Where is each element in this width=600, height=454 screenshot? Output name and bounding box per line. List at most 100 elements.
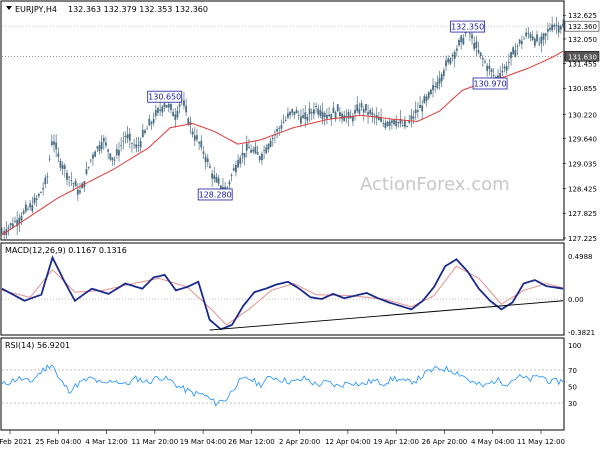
candle-body <box>453 51 456 59</box>
candle-body <box>557 25 560 33</box>
candle-body <box>332 107 335 114</box>
candle-body <box>105 142 107 146</box>
candle-body <box>211 173 214 179</box>
candle-body <box>421 105 424 112</box>
candle-body <box>436 82 439 89</box>
candle-body <box>94 151 97 157</box>
candle-body <box>87 166 90 168</box>
price-axis-label: 127.825 <box>568 210 597 218</box>
candle-body <box>53 141 55 145</box>
annotation-box <box>472 77 508 90</box>
price-axis-marker <box>564 20 600 32</box>
candle-body <box>323 113 326 117</box>
candle-body <box>468 33 471 35</box>
candle-body <box>44 177 47 185</box>
macd-signal-line <box>1 265 564 326</box>
candle-body <box>460 35 463 43</box>
candle-body <box>122 140 125 142</box>
candle-body <box>562 23 564 27</box>
candle-body <box>185 105 188 113</box>
candle-body <box>131 143 133 144</box>
price-axis-label: 127.225 <box>568 235 597 243</box>
candle-body <box>297 114 300 116</box>
candle-body <box>477 50 480 53</box>
candle-body <box>488 65 491 69</box>
candle-body <box>310 111 313 114</box>
candle-body <box>425 96 428 101</box>
candle-body <box>523 38 525 40</box>
candle-body <box>215 176 218 183</box>
candle-body <box>200 140 203 148</box>
candle-body <box>254 146 257 154</box>
candle-body <box>518 39 521 44</box>
candle-body <box>228 181 231 185</box>
annotation-label: 130.970 <box>474 79 507 88</box>
candle-body <box>128 133 131 141</box>
candle-body <box>492 75 495 76</box>
candle-body <box>538 43 541 45</box>
candle-body <box>349 115 352 119</box>
candle-body <box>202 151 205 154</box>
candle-body <box>204 156 207 163</box>
rsi-axis-label: 70 <box>568 367 577 375</box>
candle-body <box>458 40 460 46</box>
candle-body <box>167 103 170 108</box>
x-axis-label: 4 May 04:00 <box>471 438 515 446</box>
dropdown-triangle-icon[interactable] <box>6 6 12 10</box>
candle-body <box>380 117 382 122</box>
price-axis-label: 132.050 <box>568 36 597 44</box>
candle-body <box>354 109 356 114</box>
candle-body <box>326 114 328 119</box>
candle-body <box>356 104 359 112</box>
candle-body <box>351 115 354 122</box>
macd-trendline <box>209 300 564 331</box>
candle-body <box>137 144 140 146</box>
candle-body <box>183 100 185 106</box>
candle-body <box>390 120 393 123</box>
candle-body <box>33 197 36 204</box>
candle-body <box>14 220 16 222</box>
candle-body <box>533 38 536 46</box>
macd-layer <box>1 255 564 331</box>
candle-body <box>414 109 417 114</box>
candle-body <box>540 36 543 44</box>
candle-body <box>315 105 317 108</box>
candle-body <box>193 135 196 141</box>
candle-body <box>174 114 177 120</box>
x-axis-label: 11 May 12:00 <box>517 438 565 446</box>
candle-body <box>29 203 32 208</box>
x-axis-label: 2 Apr 20:00 <box>279 438 320 446</box>
annotation-box <box>450 20 486 33</box>
candle-body <box>72 183 75 185</box>
price-axis-label: 129.640 <box>568 135 597 143</box>
candle-body <box>48 158 51 160</box>
price-header: EURJPY,H4 132.363 132.379 132.353 132.36… <box>6 5 208 14</box>
ohlc-values: 132.363 132.379 132.353 132.360 <box>68 5 208 14</box>
candle-body <box>20 215 23 221</box>
candle-body <box>27 208 29 210</box>
price-axis-label: 131.455 <box>568 60 597 68</box>
candle-body <box>154 110 157 116</box>
candle-body <box>341 113 343 120</box>
candle-body <box>490 69 493 73</box>
candle-body <box>395 120 398 127</box>
candle-body <box>178 104 181 107</box>
candle-body <box>135 144 138 148</box>
candle-body <box>226 187 229 189</box>
moving-average-line <box>1 50 564 236</box>
price-axis-label: 132.625 <box>568 12 597 20</box>
candle-body <box>170 104 172 110</box>
candle-body <box>31 205 34 212</box>
candle-body <box>63 165 66 169</box>
candle-body <box>265 147 268 154</box>
candle-body <box>269 141 272 147</box>
candle-body <box>440 74 443 82</box>
price-panel-frame <box>0 0 565 241</box>
candle-body <box>284 119 287 121</box>
x-axis-label: 4 Mar 12:00 <box>85 438 127 446</box>
candle-body <box>531 36 534 40</box>
candle-body <box>520 41 523 45</box>
price-annotation: 130.650 <box>147 90 183 103</box>
candle-body <box>358 108 361 114</box>
